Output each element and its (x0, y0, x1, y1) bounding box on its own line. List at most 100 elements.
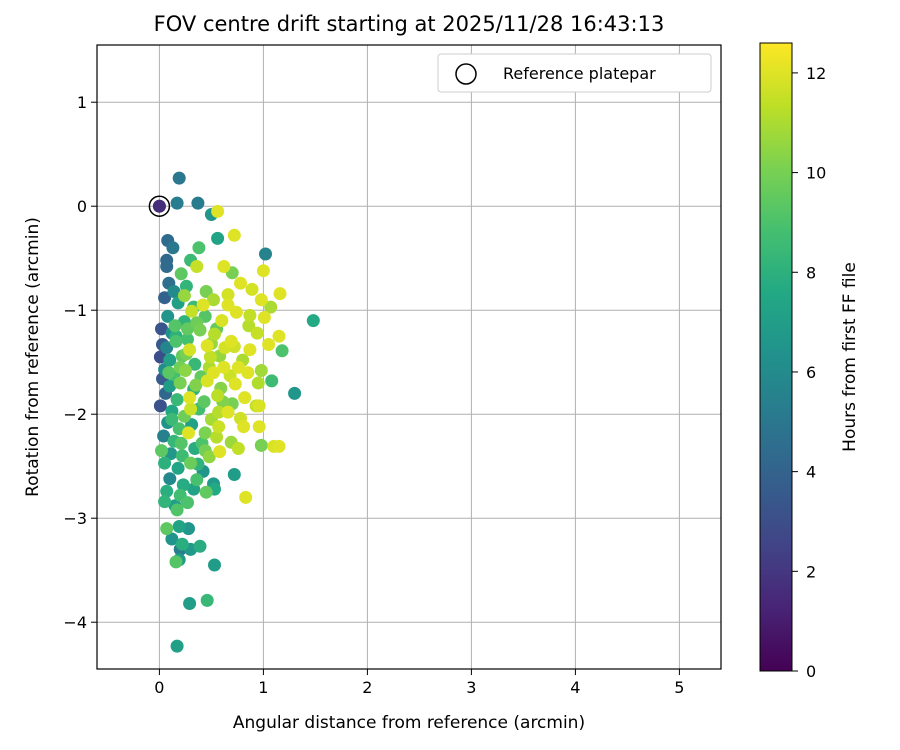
data-point (185, 304, 199, 318)
data-point (168, 319, 182, 333)
data-point (169, 334, 183, 348)
data-point (190, 260, 204, 273)
x-axis: 0 1 2 3 4 5 (154, 669, 684, 697)
data-point (254, 293, 268, 307)
data-point (172, 171, 186, 185)
colorbar-tick-label: 2 (806, 562, 816, 581)
data-point (192, 241, 206, 255)
data-point (170, 393, 184, 407)
data-point (190, 473, 204, 487)
data-point (265, 374, 279, 388)
data-point (198, 426, 212, 440)
data-point (160, 522, 174, 536)
data-point (231, 360, 245, 374)
y-tick-label: 1 (77, 93, 87, 112)
data-point (208, 558, 221, 572)
y-tick-label: 0 (77, 197, 87, 216)
data-point (199, 485, 213, 499)
data-point (252, 420, 266, 434)
points-layer (152, 171, 320, 653)
data-point (231, 442, 245, 455)
data-point (155, 444, 168, 458)
data-point (217, 360, 231, 374)
data-point (288, 386, 302, 400)
data-point (243, 343, 257, 357)
data-point (160, 341, 174, 355)
x-tick-label: 4 (570, 678, 580, 697)
data-point (170, 196, 184, 210)
colorbar: 0 2 4 6 8 10 12 Hours from first FF file (759, 42, 860, 681)
y-tick-label: −3 (63, 509, 87, 528)
data-point (202, 450, 216, 464)
chart-title: FOV centre drift starting at 2025/11/28 … (154, 12, 665, 36)
data-point (174, 436, 188, 450)
data-point (221, 405, 235, 419)
colorbar-ticks: 0 2 4 6 8 10 12 (792, 64, 826, 681)
data-point (256, 264, 270, 278)
x-axis-label: Angular distance from reference (arcmin) (233, 713, 585, 733)
data-point (174, 267, 188, 281)
data-point (170, 503, 184, 517)
data-point (173, 376, 187, 390)
data-point (166, 241, 180, 255)
data-point (167, 285, 181, 298)
data-point (242, 319, 256, 333)
data-point (155, 322, 168, 336)
data-point (170, 639, 184, 653)
data-point (183, 343, 197, 357)
x-tick-label: 3 (466, 678, 476, 697)
data-point (207, 366, 220, 380)
data-point (197, 395, 211, 409)
x-tick-label: 2 (362, 678, 372, 697)
data-point (227, 468, 241, 481)
colorbar-tick-label: 10 (806, 164, 826, 183)
x-tick-label: 0 (154, 678, 164, 697)
data-point (264, 300, 278, 314)
data-point (228, 377, 242, 391)
data-point (211, 204, 225, 218)
data-point (212, 420, 226, 434)
data-point (175, 537, 189, 551)
data-point (227, 228, 241, 242)
data-point (191, 196, 205, 210)
data-point (184, 402, 198, 416)
data-point (273, 287, 287, 301)
colorbar-label: Hours from first FF file (840, 262, 860, 452)
data-point (181, 496, 194, 510)
data-point (221, 298, 235, 312)
data-point (217, 260, 231, 273)
data-point (243, 308, 257, 322)
colorbar-tick-label: 0 (806, 662, 816, 681)
data-point (158, 291, 172, 305)
data-point (181, 322, 194, 336)
data-point (250, 326, 264, 340)
y-axis: 1 0 −1 −2 −3 −4 (63, 93, 97, 632)
reference-point (152, 199, 166, 213)
data-point (210, 430, 224, 444)
data-point (251, 376, 265, 390)
colorbar-tick-label: 4 (806, 463, 816, 482)
data-point (259, 247, 272, 261)
data-point (239, 490, 253, 504)
data-point (237, 420, 251, 434)
y-tick-label: −2 (63, 405, 87, 424)
data-point (254, 438, 268, 452)
data-point (182, 426, 195, 440)
reference-platepar-marker (148, 195, 171, 217)
data-point (213, 445, 227, 459)
data-point (188, 357, 202, 371)
data-point (208, 327, 221, 341)
colorbar-tick-label: 8 (806, 263, 816, 282)
x-tick-label: 5 (674, 678, 684, 697)
data-point (183, 391, 197, 405)
data-point (215, 314, 229, 328)
data-point (160, 260, 174, 273)
data-point (158, 456, 172, 470)
legend-marker-icon (455, 63, 477, 85)
data-point (193, 323, 207, 337)
data-point (193, 539, 207, 553)
data-point (272, 439, 286, 453)
y-tick-label: −1 (63, 301, 87, 320)
